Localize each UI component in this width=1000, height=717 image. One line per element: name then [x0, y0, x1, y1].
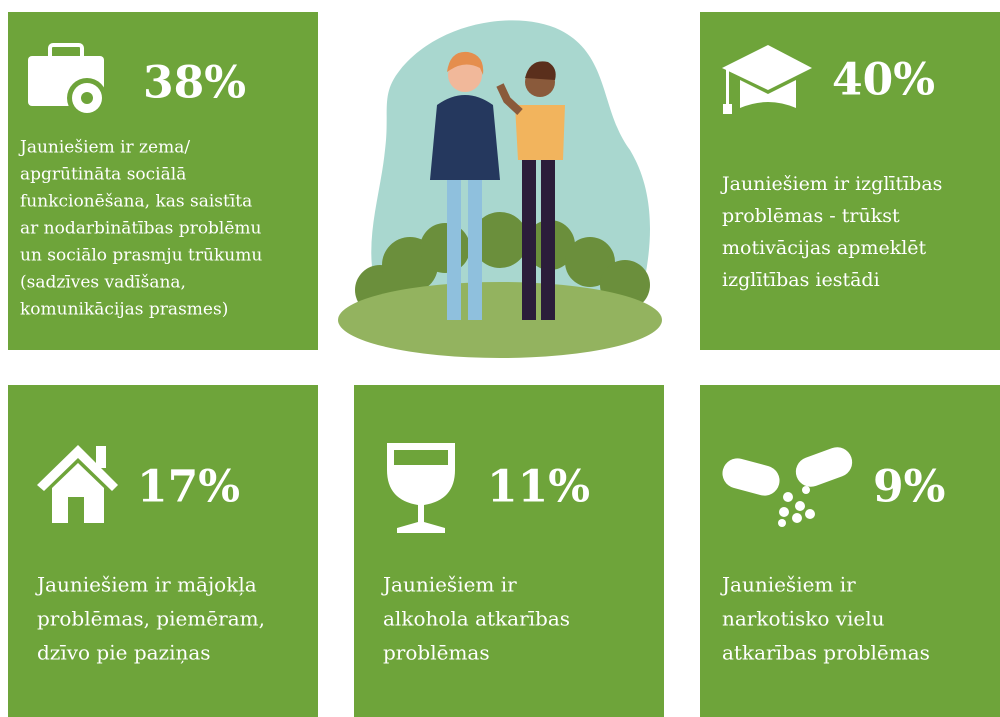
description-line: Jauniešiem ir	[720, 573, 856, 597]
percent: 9%	[873, 462, 945, 513]
description-line: dzīvo pie paziņas	[37, 641, 211, 665]
description-line: funkcionēšana, kas saistīta	[20, 192, 252, 212]
percent: 38%	[143, 58, 246, 109]
description-line: Jauniešiem ir mājokļa	[35, 573, 257, 597]
description-line: alkohola atkarības	[383, 607, 570, 631]
description-line: ar nodarbinātības problēmu	[20, 219, 262, 239]
tile	[700, 385, 1000, 717]
description-line: izglītības iestādi	[722, 269, 880, 291]
tile	[354, 385, 664, 717]
page: 38% 40% 17% 11% 9% Jauniešiem ir zema/ap…	[0, 0, 1000, 717]
description-line: problēmas	[383, 641, 490, 665]
tile	[8, 385, 318, 717]
infographic: 38% 40% 17% 11% 9% Jauniešiem ir zema/ap…	[0, 0, 1000, 717]
description-line: Jauniešiem ir zema/	[18, 138, 190, 158]
percent: 17%	[137, 462, 240, 513]
description-line: Jauniešiem ir izglītības	[720, 173, 942, 195]
description-line: (sadzīves vadīšana,	[20, 273, 186, 293]
description-line: Jauniešiem ir	[381, 573, 517, 597]
illustration	[338, 20, 662, 358]
percent: 11%	[487, 462, 590, 513]
description-line: problēmas, piemēram,	[37, 607, 265, 631]
description-line: motivācijas apmeklēt	[722, 237, 927, 259]
description-line: problēmas - trūkst	[722, 205, 900, 227]
percent: 40%	[832, 55, 935, 106]
description-line: komunikācijas prasmes)	[20, 300, 228, 320]
description-line: narkotisko vielu	[722, 607, 885, 631]
description-line: un sociālo prasmju trūkumu	[20, 246, 262, 266]
description-line: apgrūtināta sociālā	[20, 165, 186, 185]
description-line: atkarības problēmas	[722, 641, 930, 665]
